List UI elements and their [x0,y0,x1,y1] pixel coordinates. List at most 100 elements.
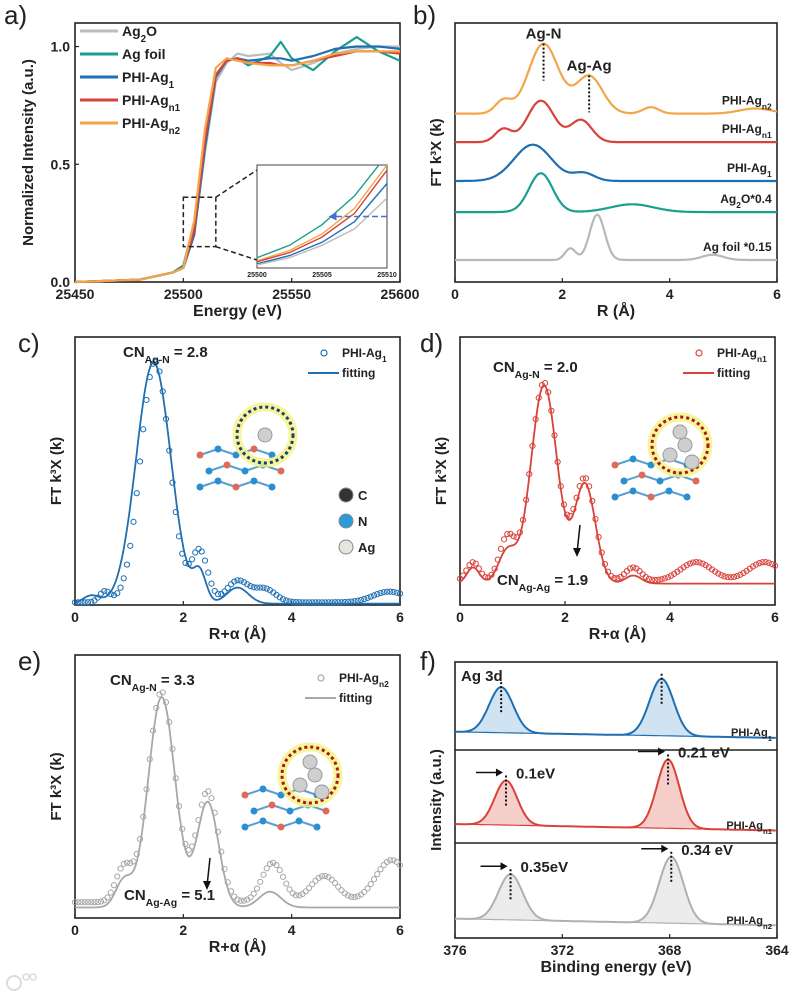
data-point [198,801,205,808]
label-subscript: Ag-Ag [519,582,551,594]
nitrogen-atom [232,451,240,459]
data-point [516,529,523,536]
series-line [74,50,400,284]
data-point [302,888,309,895]
data-point [159,388,166,395]
data-point [315,874,322,882]
data-point [541,380,549,387]
data-point [257,878,264,885]
carbon-atom [692,477,700,485]
data-point [344,598,352,605]
series-label: PHI-Agn2 [722,94,772,112]
data-point [143,786,150,793]
data-point [283,597,290,604]
legend-label: Ag2O [122,23,157,45]
plot-frame [454,661,778,939]
fitting-line [459,384,775,585]
data-point [162,415,170,423]
carbon-atom [232,483,240,491]
data-point [75,599,82,606]
data-point [185,846,192,853]
data-point [140,813,147,820]
x-axis-label: R+α (Å) [209,937,266,956]
label-subscript: Ag-Ag [146,897,178,909]
nitrogen-atom [259,785,267,793]
logo-icon [6,975,22,991]
data-point [120,860,127,867]
x-axis-label: Binding energy (eV) [540,959,691,976]
data-point [579,475,586,482]
data-point [263,585,270,592]
data-point [335,599,342,606]
data-point [133,490,140,497]
x-tick-label: 6 [773,286,781,302]
nitrogen-atom [629,455,637,463]
series-label: Ag2O*0.4 [720,192,772,210]
data-point [627,565,634,572]
series-line [455,42,778,115]
data-point [325,599,332,606]
data-point [247,583,254,590]
carbon-atom [322,807,330,815]
nitrogen-atom [656,477,664,485]
data-point [567,512,574,519]
data-point [84,599,92,606]
label-main: PHI-Ag [122,115,169,131]
data-point [156,691,163,698]
data-point [78,899,85,906]
data-point [351,893,358,901]
silver-atom [684,454,700,470]
data-point [188,843,196,850]
data-point [348,893,355,900]
data-point [172,775,179,782]
data-point [383,858,391,866]
data-point [724,574,731,581]
data-point [289,598,296,605]
data-point [237,577,244,584]
data-point [143,396,150,404]
logo-icon [22,973,30,981]
data-point [192,832,199,839]
legend-label: fitting [339,691,372,705]
nitrogen-atom [277,791,285,799]
data-point [582,475,590,482]
label-subscript: Ag-N [132,682,157,694]
data-point [523,496,530,503]
inset-plot [257,165,387,266]
data-point [494,556,501,563]
carbon-atom [241,791,249,799]
label-main: CN [110,672,132,689]
label-main: PHI-Ag [339,671,379,685]
data-point [390,588,397,596]
x-tick-label: 0 [451,286,459,302]
data-point [244,581,251,588]
label-subscript: n2 [763,922,772,931]
x-tick-label: 4 [288,609,296,625]
atom-legend-swatch [338,539,354,555]
structure-model [196,402,298,491]
panel-letter: b) [413,0,436,30]
data-point [208,794,215,802]
data-point [592,515,599,523]
data-point [91,597,98,604]
data-point [466,561,473,569]
data-point [318,873,326,880]
x-tick-label: 25600 [381,286,420,302]
nitrogen-atom [683,493,691,501]
data-point [460,572,467,579]
fitting-line [74,361,400,605]
x-tick-label: 2 [558,286,566,302]
data-point [598,549,605,556]
label-main: CN [123,344,145,361]
data-point [117,865,124,872]
peak-area [455,856,776,926]
x-tick-label: 368 [658,942,682,958]
data-point [513,534,520,541]
panel-c: c)0 2 4 6R+α (Å)FT k³X (k)CNAg-N = 2.8 PHI-A… [18,328,404,643]
arrow-head-icon [658,747,666,756]
data-point [361,888,368,896]
y-tick-label: 0.5 [51,156,71,172]
panel-title: Ag 3d [461,668,503,685]
data-point [305,599,313,606]
nitrogen-atom [214,477,222,485]
